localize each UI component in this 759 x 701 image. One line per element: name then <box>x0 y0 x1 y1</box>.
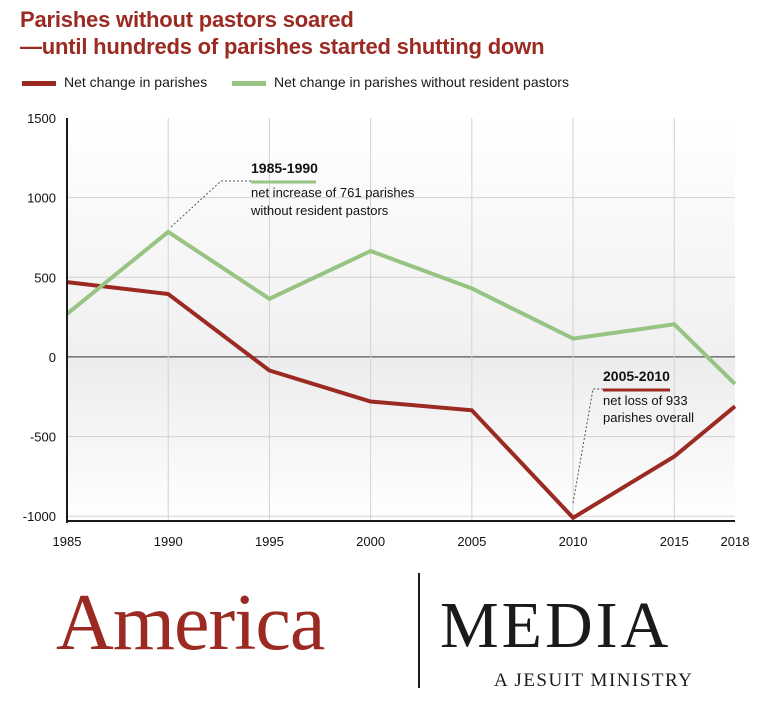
y-tick-label: 1000 <box>27 191 56 206</box>
series-line-parishes <box>66 280 737 521</box>
america-media-logo: America MEDIA A JESUIT MINISTRY <box>0 570 759 701</box>
series-lines <box>65 229 737 521</box>
brand-tagline: A JESUIT MINISTRY <box>494 670 694 691</box>
annotations: 1985-1990 net increase of 761 parishes wit… <box>170 160 694 504</box>
plot-bg-negative <box>67 356 735 521</box>
plot-bg-positive <box>67 118 735 357</box>
annotation-heading: 2005-2010 <box>603 368 670 384</box>
annotation-text: net increase of 761 parishes <box>251 185 415 200</box>
line-chart: 1985-1990 net increase of 761 parishes wit… <box>23 111 750 549</box>
y-tick-label: -1000 <box>23 509 56 524</box>
annotation-text: parishes overall <box>603 410 694 425</box>
y-tick-label: 0 <box>49 350 56 365</box>
y-tick-label: -500 <box>30 430 56 445</box>
x-tick-label: 1990 <box>154 534 183 549</box>
legend-swatch-parishes <box>22 81 56 86</box>
y-tick-label: 500 <box>34 270 56 285</box>
annotation-text: without resident pastors <box>250 203 389 218</box>
series-line-without-pastors <box>65 229 737 386</box>
legend-swatch-without-pastors <box>232 81 266 86</box>
plot-background <box>67 118 735 521</box>
x-tick-label: 2000 <box>356 534 385 549</box>
x-tick-label: 2010 <box>559 534 588 549</box>
legend-label-parishes: Net change in parishes <box>64 74 208 90</box>
chart-title-line-1: Parishes without pastors soared <box>20 7 354 32</box>
annotation-text: net loss of 933 <box>603 393 688 408</box>
chart-title: Parishes without pastors soared —until h… <box>20 6 750 60</box>
annotation-heading: 1985-1990 <box>251 160 318 176</box>
brand-media-wordmark: MEDIA <box>440 589 672 662</box>
x-tick-label: 2015 <box>660 534 689 549</box>
chart-title-line-2: —until hundreds of parishes started shut… <box>20 34 545 59</box>
axes: 1500 1000 500 0 -500 -1000 1985 1990 1995 2000 200… <box>23 111 750 549</box>
x-tick-label: 2005 <box>457 534 486 549</box>
brand-america-wordmark: America <box>56 579 325 667</box>
x-tick-label: 1995 <box>255 534 284 549</box>
legend-label-without-pastors: Net change in parishes without resident … <box>274 74 569 90</box>
gridlines <box>67 118 735 521</box>
x-tick-label: 2018 <box>721 534 750 549</box>
x-tick-label: 1985 <box>53 534 82 549</box>
brand-divider <box>418 573 420 688</box>
y-tick-label: 1500 <box>27 111 56 126</box>
